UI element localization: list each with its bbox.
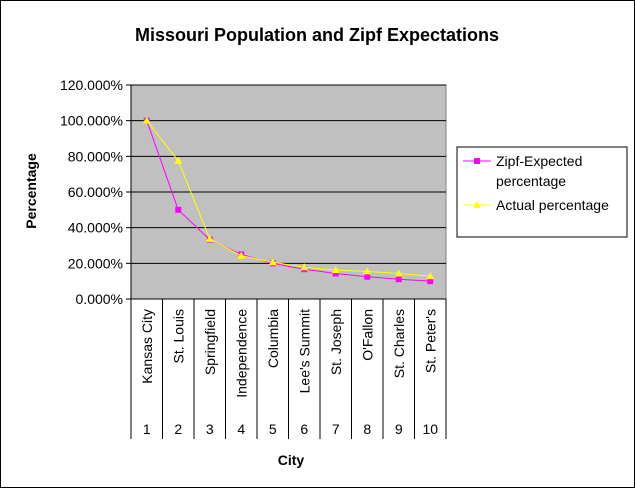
y-tick-label: 40.000% (68, 220, 123, 236)
y-tick-label: 100.000% (60, 113, 123, 129)
data-point (300, 263, 309, 271)
chart-title: Missouri Population and Zipf Expectation… (135, 25, 499, 45)
x-tick-label: St. Louis (170, 309, 186, 363)
rank-label: 7 (332, 421, 340, 437)
legend-swatch-marker (473, 201, 481, 208)
legend: Zipf-Expected percentage Actual percentage (456, 146, 628, 238)
y-tick-label: 20.000% (68, 255, 123, 271)
x-tick-label: O'Fallon (359, 309, 375, 361)
data-point (174, 156, 183, 164)
data-point (426, 272, 435, 280)
legend-swatch-marker (474, 158, 480, 164)
data-point (394, 269, 403, 277)
rank-label: 8 (363, 421, 371, 437)
rank-label: 1 (143, 421, 151, 437)
data-point (268, 258, 277, 266)
data-point (395, 276, 402, 283)
x-axis-title: City (278, 452, 305, 468)
legend-box (456, 146, 628, 238)
x-tick-label: Columbia (265, 309, 281, 368)
rank-label: 9 (395, 421, 403, 437)
legend-label: percentage (496, 173, 566, 189)
series-line (146, 120, 431, 277)
data-point (332, 270, 339, 277)
x-tick-label: Lee's Summit (296, 309, 312, 393)
legend-label: Zipf-Expected (496, 153, 582, 169)
data-point (427, 278, 434, 285)
rank-label: 5 (269, 421, 277, 437)
rank-label: 2 (174, 421, 182, 437)
rank-label: 10 (422, 421, 438, 437)
x-tick-label: St. Peter's (422, 309, 438, 373)
data-point (363, 267, 372, 275)
y-tick-label: 120.000% (60, 77, 123, 93)
y-tick-label: 0.000% (76, 291, 123, 307)
rank-label: 3 (206, 421, 214, 437)
data-point (205, 234, 214, 242)
plot-area: 0.000% 20.000% 40.000% 60.000% 80.000% 100.00… (60, 77, 447, 439)
data-point (237, 251, 246, 259)
y-axis-title: Percentage (23, 153, 39, 229)
y-tick-label: 60.000% (68, 184, 123, 200)
x-tick-label: St. Charles (391, 309, 407, 378)
x-tick-label: Kansas City (139, 309, 155, 384)
x-tick-label: St. Joseph (328, 309, 344, 375)
x-tick-label: Independence (233, 309, 249, 398)
data-point (364, 273, 371, 280)
x-tick-label: Springfield (202, 309, 218, 375)
data-point (175, 206, 182, 213)
data-point (331, 266, 340, 274)
series-line (146, 120, 431, 282)
data-point (142, 116, 151, 124)
rank-label: 4 (237, 421, 245, 437)
rank-label: 6 (300, 421, 308, 437)
legend-label: Actual percentage (496, 197, 609, 213)
y-tick-label: 80.000% (68, 148, 123, 164)
